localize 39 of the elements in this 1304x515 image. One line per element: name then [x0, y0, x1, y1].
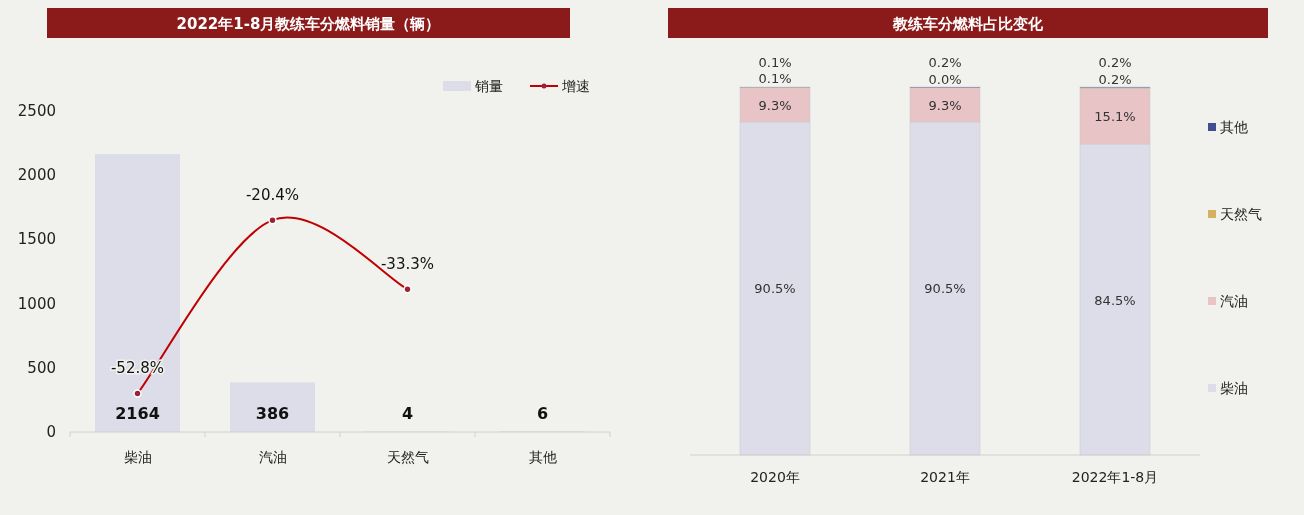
legend-label: 其他 [1220, 119, 1248, 135]
y-tick-label: 2000 [17, 166, 56, 185]
data-label: 0.2% [1098, 71, 1132, 87]
chart-title: 2022年1-8月教练车分燃料销量（辆） [176, 15, 441, 33]
x-tick-label: 2020年 [750, 469, 800, 485]
data-label: 4 [401, 404, 414, 423]
data-label: 6 [536, 404, 549, 423]
x-tick-label: 2021年 [920, 469, 970, 485]
legend-label: 增速 [561, 78, 590, 94]
y-tick-label: 1000 [17, 294, 56, 313]
data-label: 90.5% [754, 281, 796, 297]
y-tick-label: 500 [27, 358, 56, 377]
x-tick-label: 汽油 [258, 449, 287, 465]
data-label: 84.5% [1094, 292, 1136, 308]
legend-label: 柴油 [1220, 380, 1248, 396]
data-label: 9.3% [758, 97, 792, 113]
data-label: 0.1% [758, 71, 792, 87]
x-tick-label: 天然气 [386, 449, 429, 465]
data-label: 386 [255, 404, 290, 423]
x-tick-label: 2022年1-8月 [1071, 469, 1159, 485]
y-tick-label: 0 [46, 423, 56, 441]
data-label: 0.1% [758, 55, 792, 70]
chart-title: 教练车分燃料占比变化 [892, 15, 1044, 33]
y-tick-label: 2500 [17, 102, 56, 120]
data-label: -33.3% [380, 255, 435, 274]
data-label: 90.5% [924, 281, 966, 297]
data-label: -20.4% [245, 186, 300, 205]
legend-label: 汽油 [1220, 293, 1248, 309]
data-label: 0.0% [928, 71, 962, 87]
data-label: 0.2% [1098, 55, 1132, 70]
legend-label: 天然气 [1220, 206, 1262, 222]
legend-label: 销量 [474, 78, 503, 94]
data-label: 2164 [115, 404, 160, 423]
y-tick-label: 1500 [17, 230, 56, 249]
x-tick-label: 柴油 [123, 449, 152, 465]
x-tick-label: 其他 [528, 449, 557, 465]
data-label: 15.1% [1094, 109, 1136, 125]
data-label: 0.2% [928, 55, 962, 70]
data-label: 9.3% [928, 97, 962, 113]
